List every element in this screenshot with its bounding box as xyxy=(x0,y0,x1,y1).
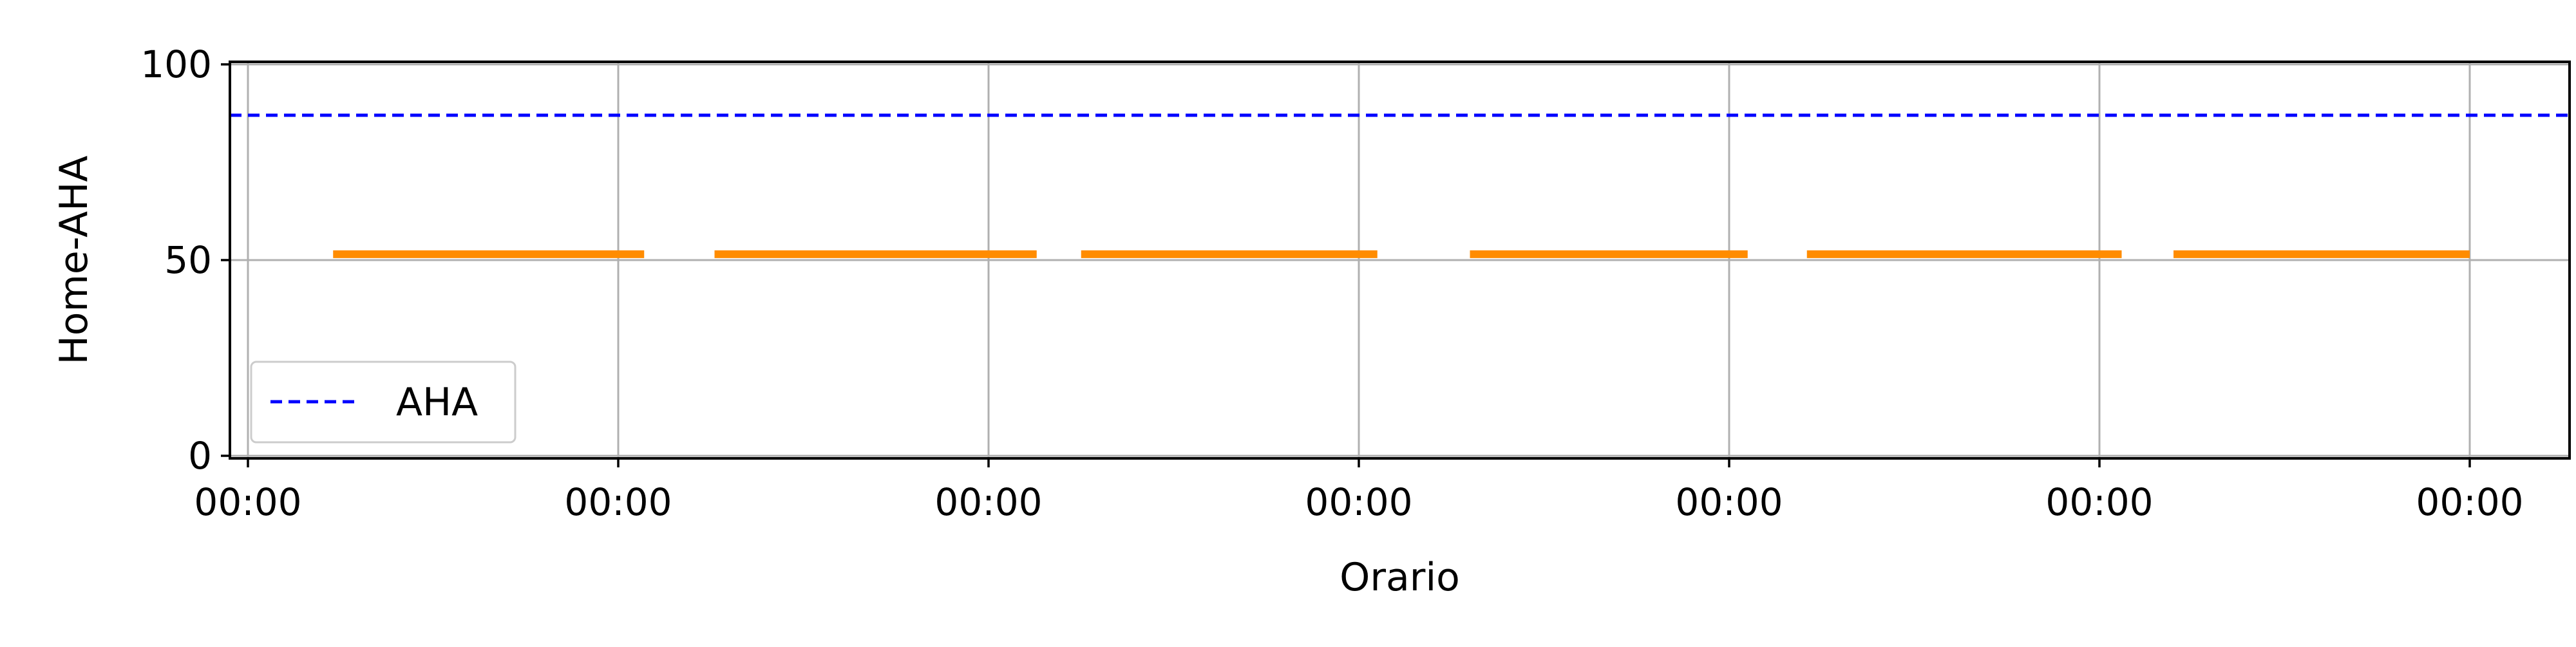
legend: AHA xyxy=(250,361,516,444)
x-tick-label: 00:00 xyxy=(2416,480,2523,524)
y-tick-label: 100 xyxy=(140,42,212,86)
grid xyxy=(230,62,2570,458)
y-axis-label: Home-AHA xyxy=(52,156,97,365)
legend-label-aha: AHA xyxy=(396,380,478,425)
x-tick-label: 00:00 xyxy=(1675,480,1783,524)
x-tick-label: 00:00 xyxy=(194,480,301,524)
x-tick-label: 00:00 xyxy=(2045,480,2153,524)
axis-ticks: 00:00 00:00 00:00 00:00 00:00 00:00 00:0005010… xyxy=(140,42,2523,524)
x-tick-label: 00:00 xyxy=(1305,480,1412,524)
x-tick-label: 00:00 xyxy=(934,480,1042,524)
legend-box xyxy=(250,361,516,444)
y-tick-label: 50 xyxy=(164,238,212,282)
x-tick-label: 00:00 xyxy=(564,480,672,524)
x-axis-label: Orario xyxy=(1340,555,1460,600)
y-tick-label: 0 xyxy=(188,434,212,478)
plot-series xyxy=(230,113,2570,258)
